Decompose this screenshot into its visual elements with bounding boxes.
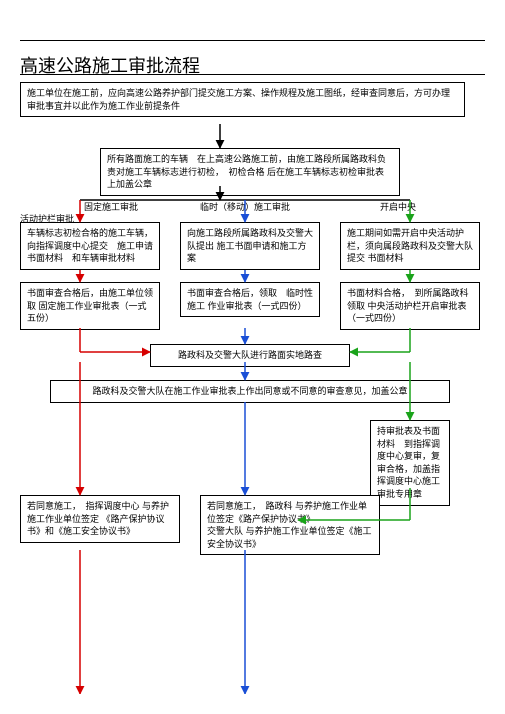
box-b13: 若同意施工， 路政科 与养护施工作业单位签定《路产保护协议书》 交警大队 与养护… <box>200 495 380 555</box>
label-fixed: 固定施工审批 <box>84 200 138 213</box>
box-b9: 路政科及交警大队进行路面实地路查 <box>150 344 350 367</box>
box-b8: 书面材料合格， 到所属路政科领取 中央活动护栏开启审批表（一式四份） <box>340 282 480 330</box>
label-temp: 临时（移动）施工审批 <box>200 200 290 213</box>
box-b12: 若同意施工， 指挥调度中心 与养护施工作业单位签定 《路产保护协议书》和《施工安… <box>20 495 180 543</box>
rule-top <box>20 40 485 41</box>
box-b4: 向施工路段所属路政科及交警大队提出 施工书面申请和施工方案 <box>180 222 320 270</box>
label-central: 开启中央 <box>380 200 416 213</box>
box-b3: 车辆标志初检合格的施工车辆，向指挥调度中心提交 施工申请书面材料 和车辆审批材料 <box>20 222 160 270</box>
rule-under-title <box>20 74 485 75</box>
box-b7: 书面审查合格后，领取 临时性施工 作业审批表（一式四份） <box>180 282 320 317</box>
box-vehicle-check: 所有路面施工的车辆 在上高速公路施工前，由施工路段所属路政科负责对施工车辆标志进… <box>100 148 400 196</box>
box-b11: 持审批表及书面材料 到指挥调度中心复审，复审合格，加盖指挥调度中心施工审批专用章 <box>370 420 450 506</box>
box-precondition: 施工单位在施工前，应向高速公路养护部门提交施工方案、操作规程及施工图纸，经审查同… <box>20 82 465 117</box>
flowchart-page: 高速公路施工审批流程 施工单位在施工前，应向高速公路养护部门提交施工方案、操作规… <box>20 20 485 694</box>
box-b10: 路政科及交警大队在施工作业审批表上作出同意或不同意的审查意见，加盖公章 <box>50 380 450 403</box>
box-b5: 施工期间如需开启中央活动护栏，须向属段路政科及交警大队提交 书面材料 <box>340 222 480 270</box>
box-b6: 书面审查合格后，由施工单位领取 固定施工作业审批表（一式五份） <box>20 282 160 330</box>
